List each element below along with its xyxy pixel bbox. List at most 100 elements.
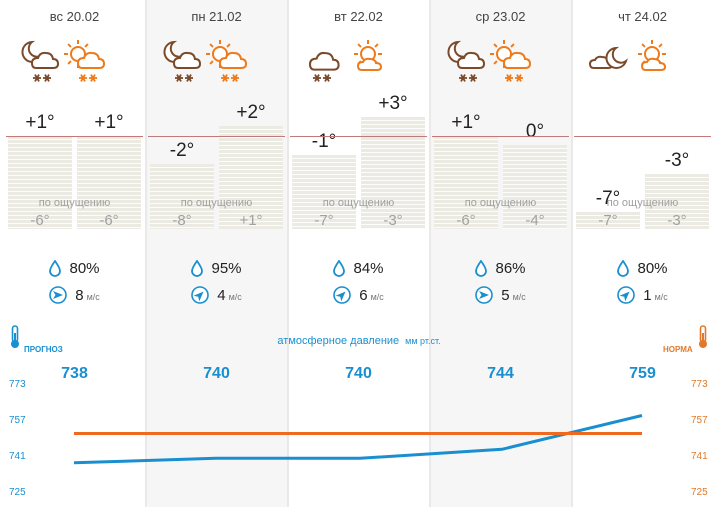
- wind-speed-value: 5: [501, 287, 510, 304]
- pressure-title-text: атмосферное давление: [277, 335, 400, 347]
- temperature-norm-line: [148, 136, 285, 137]
- wind-speed-value: 6: [359, 287, 368, 304]
- humidity-value: 95%: [211, 260, 242, 277]
- day-cloud-snow-icon: [206, 38, 252, 84]
- temperature-norm-line: [6, 136, 143, 137]
- day-date: ср 23.02: [475, 9, 526, 24]
- temperature-bar: [576, 212, 640, 229]
- humidity-drop-icon: [191, 259, 211, 277]
- humidity: 95%: [146, 259, 287, 277]
- wind-unit: м/с: [654, 292, 668, 302]
- sun-cloud-icon: [348, 38, 394, 84]
- pressure-axis-tick-right: 757: [691, 415, 708, 426]
- night-cloud-snow-icon: [160, 38, 206, 84]
- wind: 4 м/с: [146, 286, 287, 304]
- feels-like-value: -3°: [383, 212, 403, 229]
- humidity-value: 84%: [353, 260, 384, 277]
- temperature-value: -2°: [169, 140, 195, 161]
- temperature-value: +1°: [25, 112, 55, 133]
- wind-unit: м/с: [86, 292, 100, 302]
- wind-speed-value: 4: [217, 287, 226, 304]
- column-divider: [429, 0, 431, 507]
- temperature-bar: [434, 136, 498, 229]
- night-cloud-icon: [586, 38, 632, 84]
- night-cloud-snow-icon: [18, 38, 64, 84]
- feels-like-value: -4°: [525, 212, 545, 229]
- feels-like-value: -6°: [30, 212, 50, 229]
- column-divider: [287, 0, 289, 507]
- wind: 1 м/с: [572, 286, 713, 304]
- temperature-value: +1°: [94, 112, 124, 133]
- day-date: пн 21.02: [191, 9, 242, 24]
- humidity: 80%: [4, 259, 145, 277]
- forecast-thermometer-icon: [9, 325, 21, 354]
- humidity-value: 80%: [637, 260, 668, 277]
- wind-speed-value: 1: [643, 287, 652, 304]
- temperature-bar: [292, 155, 356, 229]
- temperature-value: +1°: [451, 112, 481, 133]
- temperature-norm-line: [574, 136, 711, 137]
- wind-direction-icon: [475, 286, 501, 304]
- humidity: 80%: [572, 259, 713, 277]
- humidity-drop-icon: [617, 259, 637, 277]
- feels-like-label: по ощущению: [38, 197, 111, 209]
- feels-like-value: -6°: [456, 212, 476, 229]
- temperature-value: -7°: [595, 188, 621, 209]
- feels-like-label: по ощущению: [180, 197, 253, 209]
- feels-like-value: -6°: [99, 212, 119, 229]
- pressure-unit: мм рт.ст.: [405, 336, 441, 346]
- temperature-bar: [219, 126, 283, 229]
- norm-label: НОРМА: [663, 345, 693, 354]
- temperature-norm-line: [432, 136, 569, 137]
- wind-speed-value: 8: [75, 287, 84, 304]
- wind-direction-icon: [191, 286, 217, 304]
- pressure-title: атмосферное давление мм рт.ст.: [0, 335, 718, 347]
- feels-like-label: по ощущению: [322, 197, 395, 209]
- pressure-value: 759: [629, 365, 656, 382]
- pressure-value: 738: [61, 365, 88, 382]
- humidity-drop-icon: [475, 259, 495, 277]
- feels-like-label: по ощущению: [606, 197, 679, 209]
- day-date: вс 20.02: [49, 9, 100, 24]
- wind-direction-icon: [617, 286, 643, 304]
- column-divider: [145, 0, 147, 507]
- night-cloud-snow-icon: [444, 38, 490, 84]
- pressure-value: 744: [487, 365, 514, 382]
- pressure-axis-tick-left: 725: [9, 487, 26, 498]
- temperature-bar: [645, 174, 709, 229]
- pressure-value: 740: [203, 365, 230, 382]
- feels-like-value: -3°: [667, 212, 687, 229]
- feels-like-value: -7°: [314, 212, 334, 229]
- cloud-snow-icon: [302, 38, 348, 84]
- humidity-value: 86%: [495, 260, 526, 277]
- temperature-value: -3°: [664, 150, 690, 171]
- temperature-norm-line: [290, 136, 427, 137]
- temperature-value: +3°: [378, 93, 408, 114]
- temperature-bar: [361, 117, 425, 229]
- temperature-bar: [150, 164, 214, 229]
- pressure-axis-tick-left: 757: [9, 415, 26, 426]
- feels-like-value: -7°: [598, 212, 618, 229]
- wind-direction-icon: [49, 286, 75, 304]
- pressure-axis-tick-right: 741: [691, 451, 708, 462]
- forecast-pressure-line: [73, 414, 643, 465]
- wind-unit: м/с: [512, 292, 526, 302]
- day-cloud-snow-icon: [490, 38, 536, 84]
- day-column-bg: [146, 0, 287, 507]
- day-column-bg: [430, 0, 571, 507]
- wind: 6 м/с: [288, 286, 429, 304]
- humidity: 86%: [430, 259, 571, 277]
- wind: 8 м/с: [4, 286, 145, 304]
- column-divider: [571, 0, 573, 507]
- pressure-axis-tick-left: 773: [9, 379, 26, 390]
- humidity-value: 80%: [69, 260, 100, 277]
- wind-unit: м/с: [228, 292, 242, 302]
- feels-like-value: -8°: [172, 212, 192, 229]
- forecast-label: ПРОГНОЗ: [24, 345, 63, 354]
- temperature-bar: [77, 136, 141, 229]
- norm-thermometer-icon: [697, 325, 709, 354]
- humidity: 84%: [288, 259, 429, 277]
- pressure-axis-tick-right: 773: [691, 379, 708, 390]
- humidity-drop-icon: [49, 259, 69, 277]
